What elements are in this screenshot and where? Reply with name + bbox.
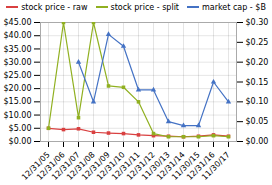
svg-text:$20.00: $20.00 — [4, 84, 32, 93]
svg-text:12/31/11: 12/31/11 — [109, 150, 142, 182]
svg-text:$0.05: $0.05 — [246, 117, 269, 126]
html-text:stock price - raw: stock price - raw — [21, 2, 88, 12]
svg-text:12/31/10: 12/31/10 — [94, 150, 127, 182]
svg-text:11/30/17: 11/30/17 — [200, 150, 232, 182]
svg-text:$25.00: $25.00 — [4, 71, 32, 80]
svg-text:$0.00: $0.00 — [9, 137, 32, 146]
svg-text:$45.00: $45.00 — [4, 18, 32, 27]
svg-text:$0.25: $0.25 — [246, 38, 269, 47]
svg-text:12/31/05: 12/31/05 — [19, 150, 52, 182]
svg-text:$0.15: $0.15 — [246, 78, 269, 87]
svg-text:12/31/09: 12/31/09 — [79, 150, 112, 182]
svg-text:12/31/06: 12/31/06 — [34, 150, 67, 182]
svg-text:$0.20: $0.20 — [246, 58, 269, 67]
svg-text:12/31/16: 12/31/16 — [184, 150, 217, 182]
svg-text:$10.00: $10.00 — [4, 111, 32, 120]
svg-text:$0.10: $0.10 — [246, 97, 269, 106]
html-text:stock price - split: stock price - split — [110, 2, 179, 12]
svg-text:12/31/08: 12/31/08 — [64, 150, 97, 182]
svg-text:$5.00: $5.00 — [9, 124, 32, 133]
svg-text:11/30/13: 11/30/13 — [139, 150, 172, 182]
html-text:market cap - $B: market cap - $B — [202, 2, 266, 12]
svg-text:$40.00: $40.00 — [4, 31, 32, 40]
svg-text:$15.00: $15.00 — [4, 97, 32, 106]
svg-text:12/31/12: 12/31/12 — [124, 150, 157, 182]
svg-text:12/31/14: 12/31/14 — [154, 150, 187, 182]
svg-text:$0.00: $0.00 — [246, 137, 269, 146]
svg-text:$0.30: $0.30 — [246, 18, 269, 27]
svg-text:$30.00: $30.00 — [4, 58, 32, 67]
svg-text:$35.00: $35.00 — [4, 45, 32, 54]
svg-text:11/30/15: 11/30/15 — [169, 150, 202, 182]
svg-text:12/31/07: 12/31/07 — [49, 150, 82, 182]
